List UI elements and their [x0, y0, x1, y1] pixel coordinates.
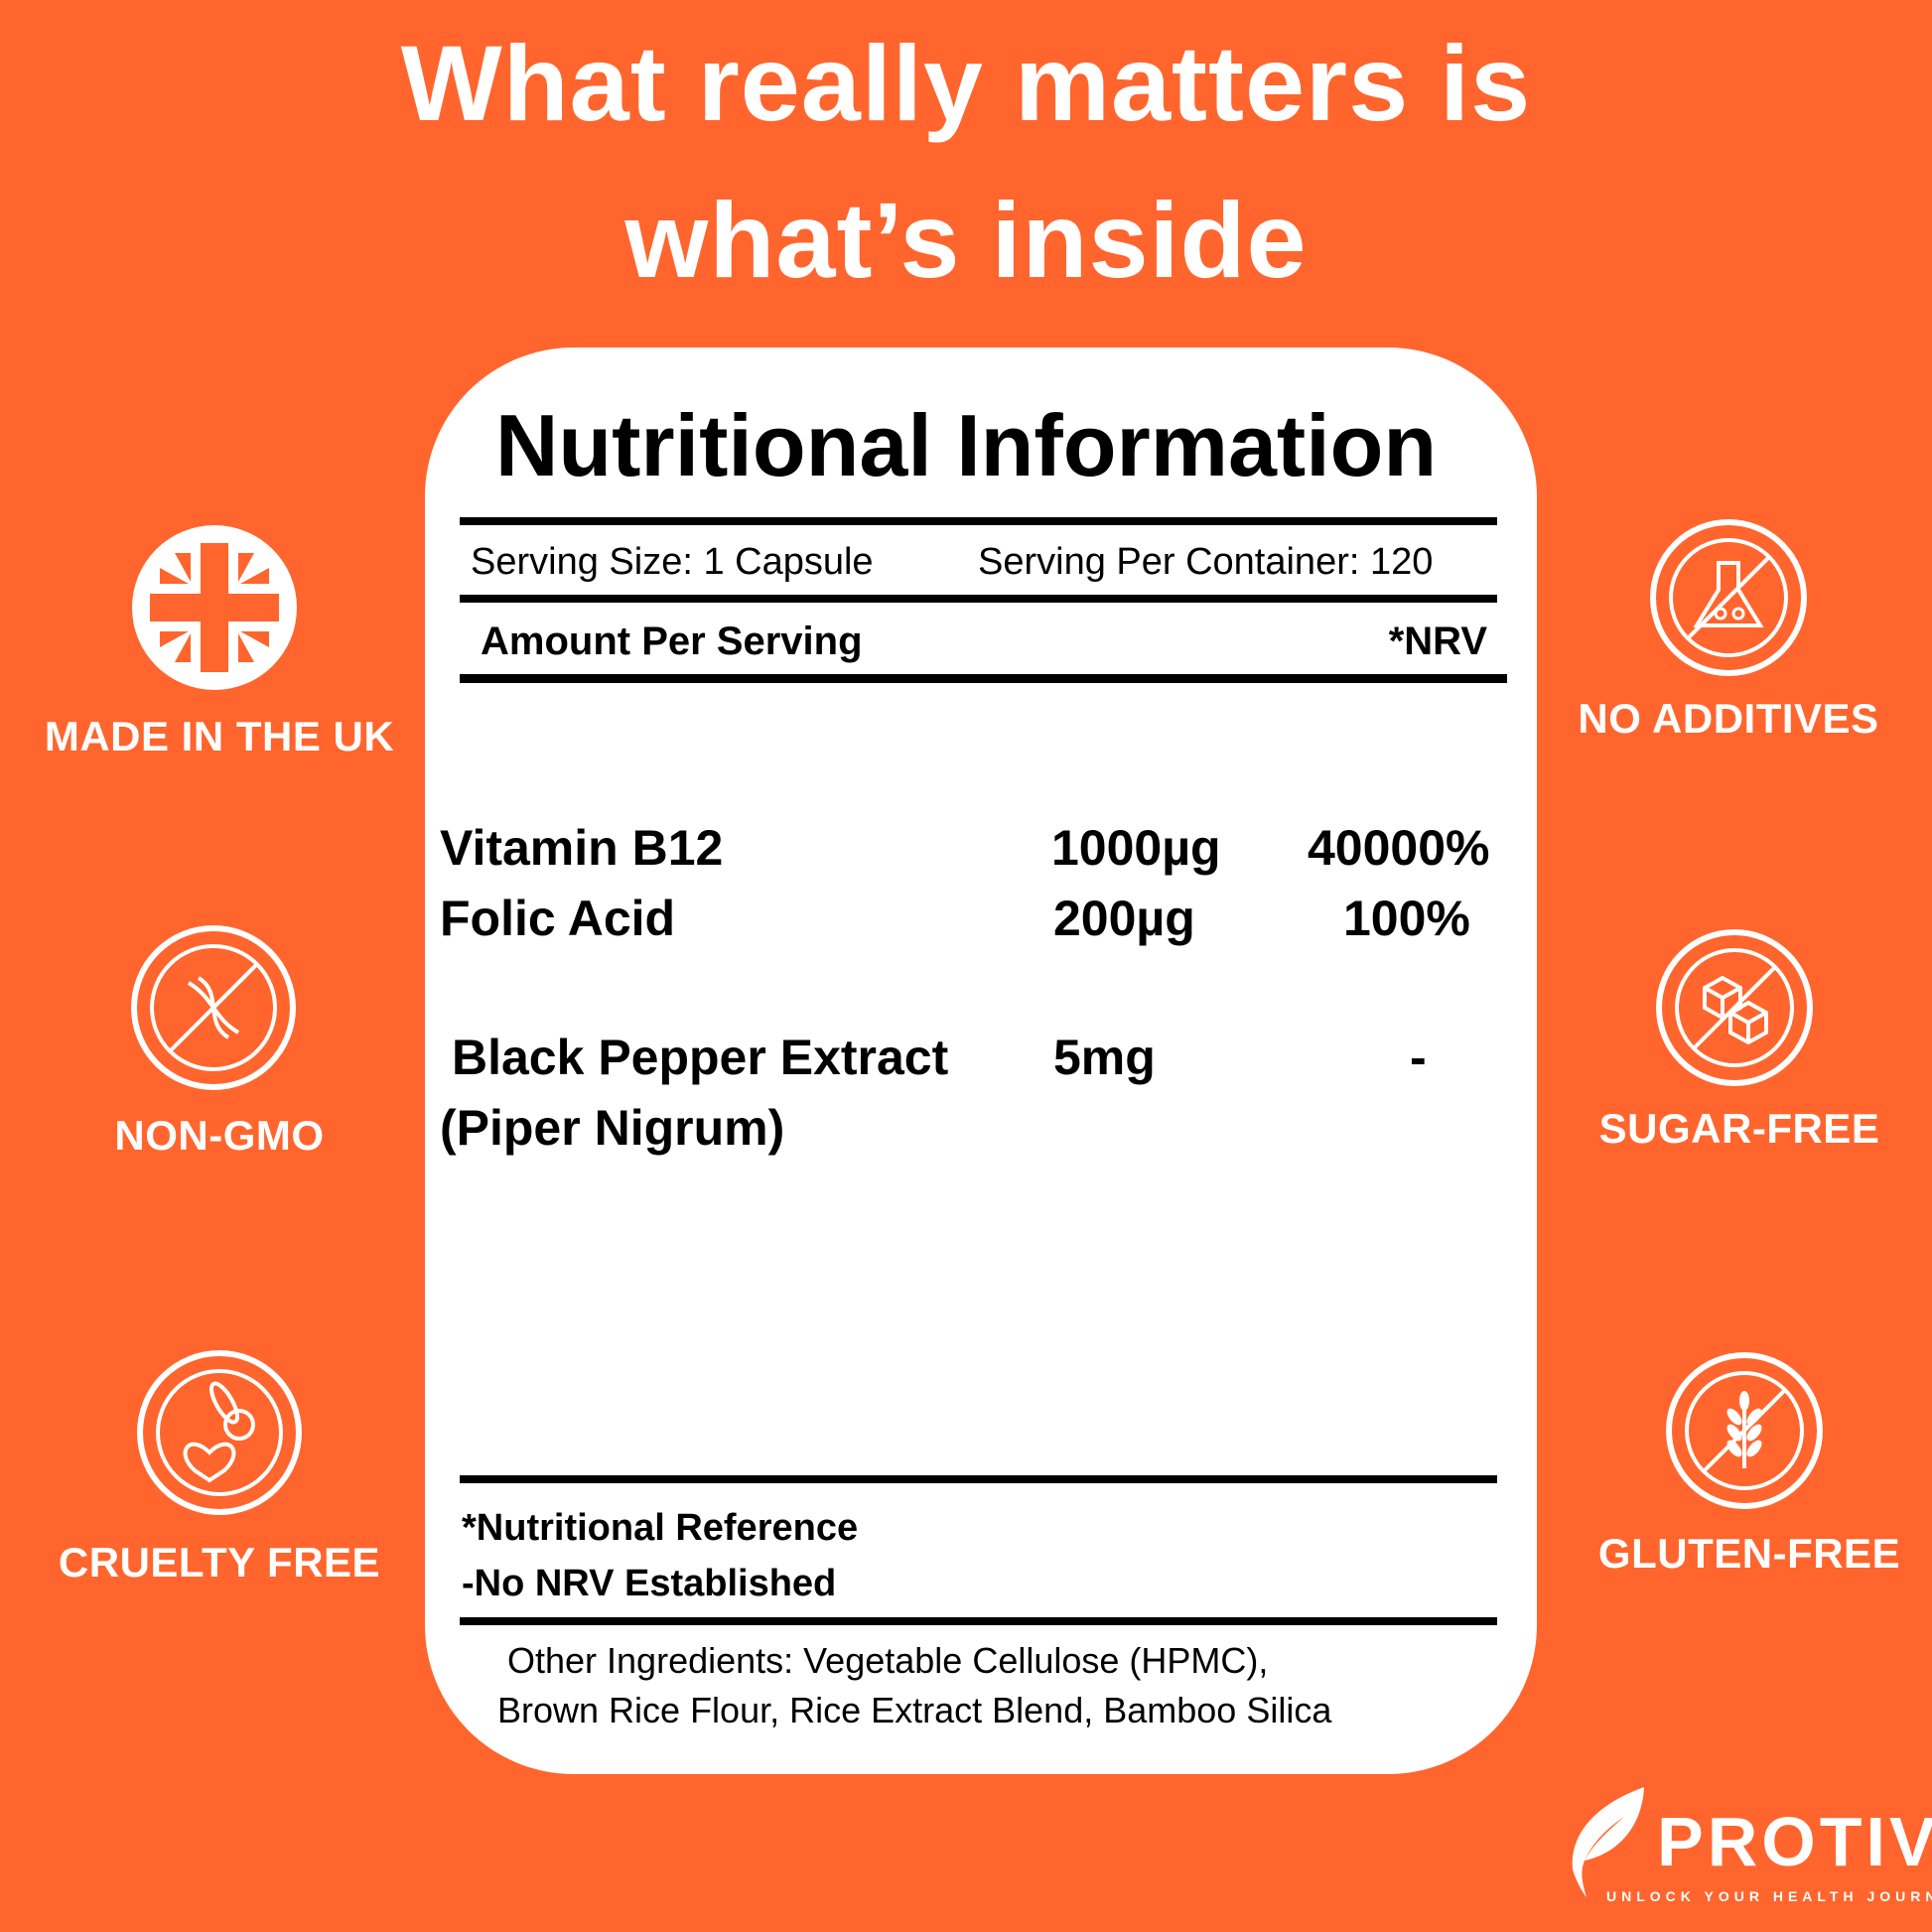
nutrient-amount: 1000µg [1051, 820, 1221, 876]
badge-non-gmo: NON-GMO [114, 1112, 325, 1159]
badge-cruelty-free: CRUELTY FREE [58, 1539, 381, 1586]
divider [460, 595, 1497, 603]
other-ingredients-line2: Brown Rice Flour, Rice Extract Blend, Ba… [497, 1690, 1332, 1730]
amount-header: Amount Per Serving [481, 620, 863, 663]
headline-line2: what’s inside [624, 180, 1308, 300]
nrv-header: *NRV [1388, 620, 1487, 663]
nutrient-amount: 200µg [1053, 891, 1195, 946]
nutrient-nrv: - [1410, 1030, 1427, 1085]
no-sugar-cubes-icon [1656, 929, 1813, 1086]
footnote-no-nrv: -No NRV Established [462, 1563, 837, 1604]
nutrient-name-line2: (Piper Nigrum) [440, 1100, 785, 1156]
other-ingredients-line1: Other Ingredients: Vegetable Cellulose (… [507, 1640, 1269, 1681]
no-wheat-icon [1666, 1352, 1823, 1509]
headline-line1: What really matters is [400, 23, 1532, 143]
nutrient-amount: 5mg [1053, 1030, 1156, 1085]
nutrient-nrv: 40000% [1308, 820, 1490, 876]
badge-no-additives: NO ADDITIVES [1578, 695, 1879, 742]
divider [460, 517, 1497, 525]
divider [460, 674, 1507, 683]
uk-flag-icon [132, 525, 297, 690]
no-dna-icon [131, 925, 296, 1090]
serving-size: Serving Size: 1 Capsule [471, 541, 874, 583]
panel-title: Nutritional Information [494, 396, 1438, 494]
nutrition-card [425, 347, 1537, 1774]
servings-per-container: Serving Per Container: 120 [978, 541, 1434, 583]
brand-name: PROTIV [1657, 1803, 1932, 1880]
footnote-nrv: *Nutritional Reference [462, 1507, 859, 1549]
badge-made-in-uk: MADE IN THE UK [44, 713, 395, 759]
nutrient-name: Folic Acid [440, 891, 676, 946]
no-flask-icon [1650, 519, 1807, 676]
divider [460, 1475, 1497, 1483]
divider [460, 1617, 1497, 1625]
rabbit-heart-icon [137, 1350, 302, 1515]
badge-sugar-free: SUGAR-FREE [1598, 1105, 1880, 1152]
nutrient-name: Vitamin B12 [440, 820, 724, 876]
nutrient-name: Black Pepper Extract [452, 1030, 949, 1085]
brand-tagline: UNLOCK YOUR HEALTH JOURNEY [1606, 1888, 1932, 1904]
leaf-icon [1572, 1787, 1644, 1897]
nutrient-nrv: 100% [1343, 891, 1470, 946]
badge-gluten-free: GLUTEN-FREE [1597, 1530, 1901, 1577]
